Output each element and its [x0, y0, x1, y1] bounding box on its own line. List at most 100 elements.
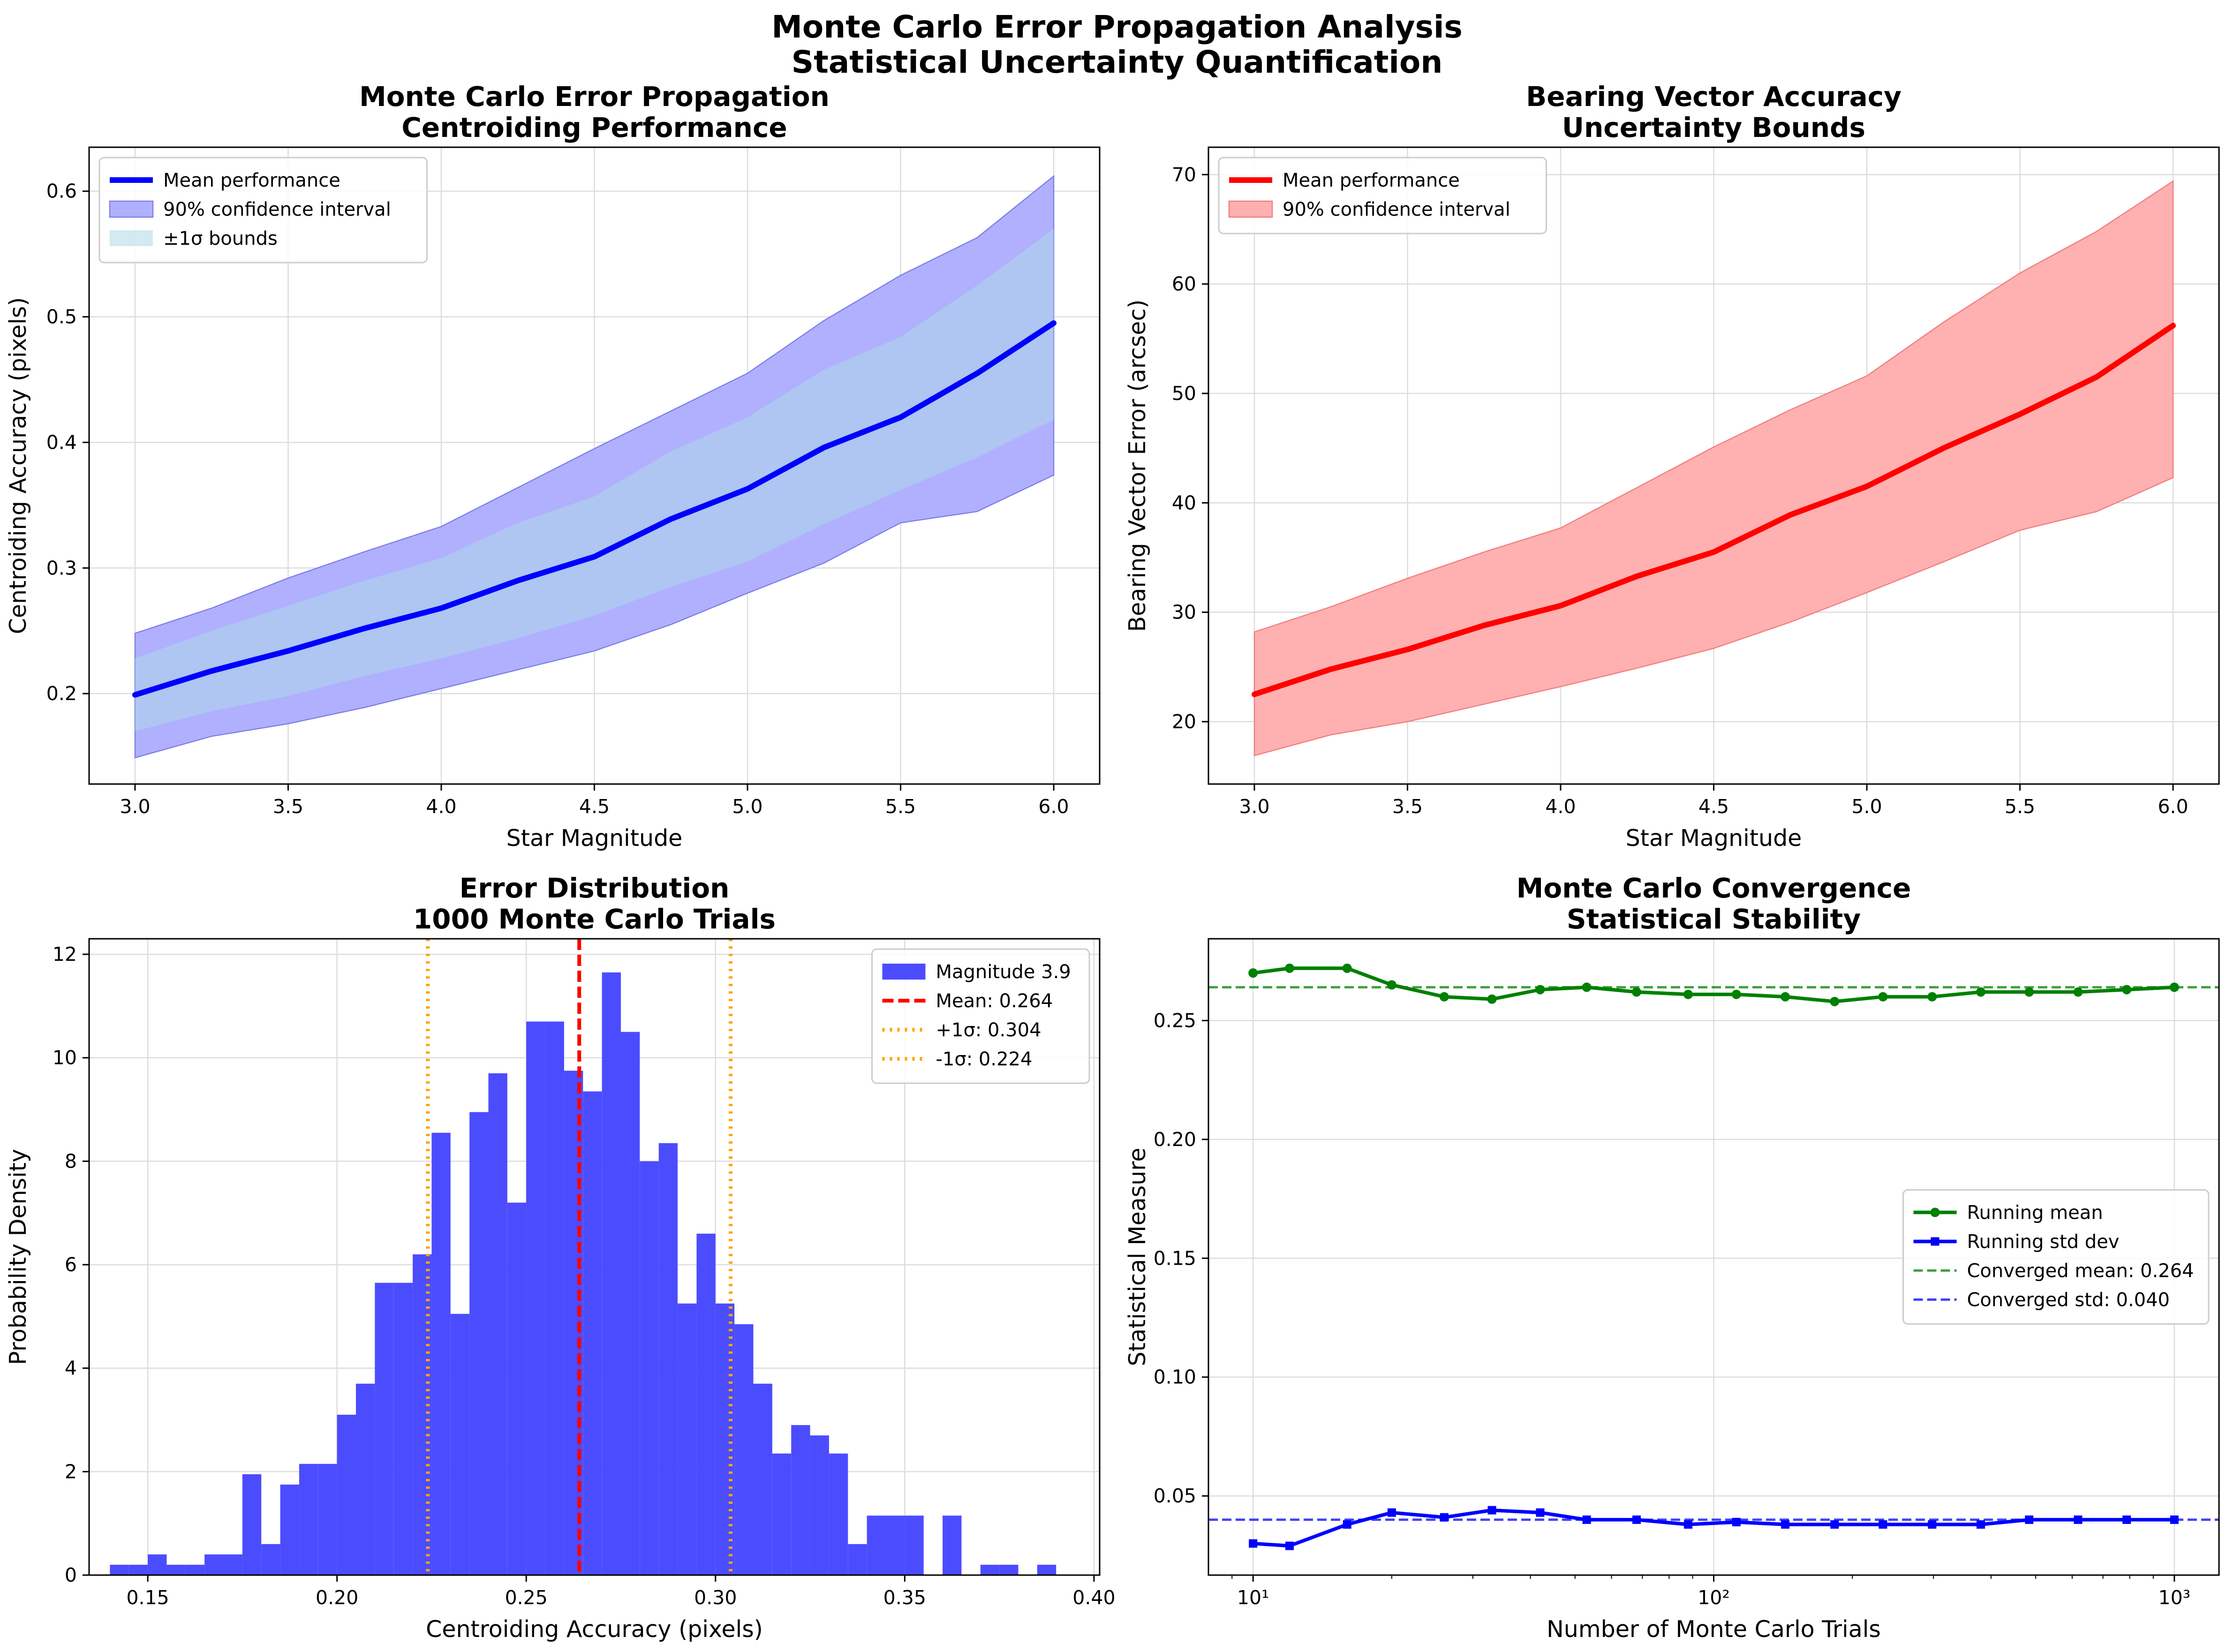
running-std-point — [1440, 1513, 1449, 1522]
running-mean-line — [1253, 966, 2174, 1003]
histogram-bar — [337, 1414, 356, 1575]
y-tick-label: 0.6 — [46, 180, 77, 203]
running-mean-point — [1976, 987, 1986, 997]
y-axis-label: Bearing Vector Error (arcsec) — [1124, 300, 1151, 632]
histogram-bar — [469, 1112, 489, 1575]
histogram-bar — [715, 1303, 735, 1575]
y-tick-label: 0.3 — [46, 557, 77, 579]
running-mean-point — [1342, 963, 1352, 973]
legend-label: Mean performance — [163, 170, 340, 191]
legend-label: +1σ: 0.304 — [936, 1019, 1042, 1041]
running-mean-point — [1631, 987, 1641, 997]
panel-title-line2: Statistical Stability — [1567, 903, 1861, 935]
plot-area — [110, 939, 1057, 1575]
histogram-bar — [280, 1484, 299, 1575]
histogram-bar — [242, 1474, 262, 1575]
legend: Magnitude 3.9 Mean: 0.264 +1σ: 0.304 -1σ: 0… — [871, 948, 1090, 1084]
legend-label: Magnitude 3.9 — [936, 961, 1071, 983]
histogram-bar — [507, 1202, 527, 1575]
running-std-point — [2025, 1515, 2034, 1524]
histogram-bar — [905, 1516, 924, 1575]
histogram-bar — [602, 972, 621, 1575]
histogram-bar — [791, 1425, 810, 1575]
y-tick-label: 8 — [65, 1150, 77, 1172]
running-std-point — [2122, 1515, 2131, 1524]
histogram-bar — [829, 1453, 848, 1575]
y-tick-label: 0.20 — [1154, 1128, 1196, 1151]
y-tick-label: 0.2 — [46, 682, 77, 705]
panel-title-line2: Centroiding Performance — [401, 112, 787, 143]
y-tick-label: 0.4 — [46, 431, 77, 453]
histogram-bar — [734, 1324, 754, 1575]
plot-area — [1252, 180, 2176, 756]
x-tick-label: 10² — [1698, 1586, 1730, 1609]
histogram-bar — [848, 1544, 867, 1575]
y-tick-label: 60 — [1172, 273, 1196, 295]
axes-frame — [88, 938, 1101, 1576]
histogram-bar — [696, 1233, 716, 1575]
histogram-bar — [431, 1132, 451, 1575]
histogram-bar — [1037, 1564, 1057, 1575]
x-axis-label: Star Magnitude — [506, 825, 683, 852]
histogram-bar — [223, 1554, 242, 1575]
grid-lines — [1208, 939, 2219, 1575]
x-axis-label: Centroiding Accuracy (pixels) — [426, 1616, 763, 1643]
running-std-point — [1977, 1520, 1985, 1529]
x-tick-label: 10¹ — [1237, 1586, 1269, 1609]
sigma-band — [135, 229, 1054, 732]
legend-swatch — [110, 230, 153, 246]
x-tick-label: 0.15 — [126, 1586, 169, 1609]
y-axis-label: Probability Density — [5, 1149, 31, 1365]
legend-label: 90% confidence interval — [163, 199, 391, 220]
histogram-bar — [318, 1463, 337, 1575]
running-mean-point — [2024, 987, 2034, 997]
histogram-bar — [620, 1032, 640, 1575]
y-tick-label: 30 — [1172, 601, 1196, 624]
histogram-bar — [413, 1254, 432, 1575]
histogram-bar — [867, 1516, 886, 1575]
panel-title-line2: Uncertainty Bounds — [1562, 112, 1865, 143]
legend-label: 90% confidence interval — [1283, 199, 1510, 220]
histogram-bar — [980, 1564, 1000, 1575]
legend-swatch — [1228, 200, 1273, 218]
running-mean-point — [1781, 992, 1790, 1002]
plot-area — [1208, 963, 2219, 1550]
y-tick-label: 12 — [53, 943, 77, 966]
running-std-point — [1536, 1508, 1545, 1517]
running-mean-point — [1830, 996, 1840, 1006]
histogram-bar — [772, 1453, 792, 1575]
histogram-bar — [488, 1073, 507, 1575]
legend: Mean performance 90% confidence interval — [1218, 157, 1547, 234]
histogram-bar — [393, 1282, 413, 1575]
legend-label: Mean: 0.264 — [936, 990, 1053, 1012]
running-std-line — [1253, 1508, 2174, 1548]
y-tick-label: 2 — [65, 1460, 77, 1483]
x-axis-label: Star Magnitude — [1626, 825, 1802, 852]
running-std-point — [1781, 1520, 1790, 1529]
x-tick-label: 10³ — [2159, 1586, 2191, 1609]
histogram-bar — [261, 1544, 280, 1575]
x-tick-label: 0.20 — [316, 1586, 358, 1609]
running-mean-point — [2122, 985, 2132, 995]
legend-frame — [98, 157, 428, 264]
legend-label: -1σ: 0.224 — [936, 1049, 1033, 1070]
x-tick-label: 3.0 — [120, 795, 150, 818]
y-axis-label: Statistical Measure — [1124, 1148, 1151, 1366]
y-tick-label: 0 — [65, 1564, 77, 1586]
running-std-point — [2170, 1515, 2179, 1524]
histogram-bar — [299, 1463, 318, 1575]
running-mean-point — [1248, 968, 1258, 978]
legend-swatch — [109, 200, 154, 218]
running-std-point — [1487, 1506, 1496, 1515]
histogram-bar — [545, 1021, 564, 1575]
histogram-bar — [450, 1313, 470, 1575]
legend-frame — [871, 948, 1090, 1084]
running-std-point — [1830, 1520, 1839, 1529]
histogram-bar — [128, 1564, 148, 1575]
histogram-bar — [810, 1435, 829, 1575]
legend-swatch — [882, 964, 926, 980]
legend-label: Converged std: 0.040 — [1967, 1290, 2170, 1311]
y-tick-label: 20 — [1172, 710, 1196, 733]
legend: Running mean Running std dev Converged mea… — [1902, 1189, 2210, 1325]
